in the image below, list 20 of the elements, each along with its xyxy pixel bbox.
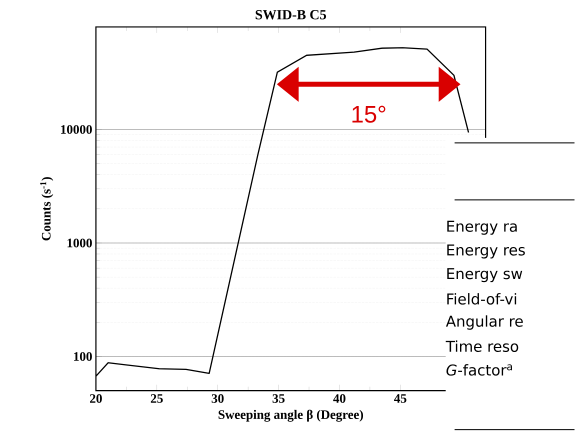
x-axis-title: Sweeping angle β (Degree) — [218, 410, 364, 422]
y-tick-label: 1000 — [68, 238, 92, 248]
annotation: Time reso — [446, 340, 518, 352]
y-tick-label: 10000 — [61, 125, 92, 134]
annotation: Energy res — [447, 244, 525, 259]
y-tick-label: 100 — [74, 352, 92, 362]
y-axis-title: Counts (s$^{-1}$) — [40, 177, 54, 241]
annotation: 15° — [352, 106, 386, 123]
annotation: G-factor$^{a}$ — [446, 364, 512, 376]
x-tick-label: 30 — [212, 394, 224, 404]
annotation: Energy ra — [447, 220, 517, 235]
annotation: Field-of-vi — [447, 293, 516, 305]
chart-title: SWID-B C5 — [256, 10, 326, 20]
x-tick-label: 25 — [150, 394, 163, 404]
x-tick-label: 35 — [272, 394, 285, 404]
x-tick-label: 40 — [333, 394, 346, 404]
annotation: Angular re — [446, 315, 523, 330]
x-tick-label: 20 — [90, 394, 102, 404]
x-tick-label: 45 — [394, 394, 406, 403]
annotation: Energy sw — [447, 268, 522, 282]
